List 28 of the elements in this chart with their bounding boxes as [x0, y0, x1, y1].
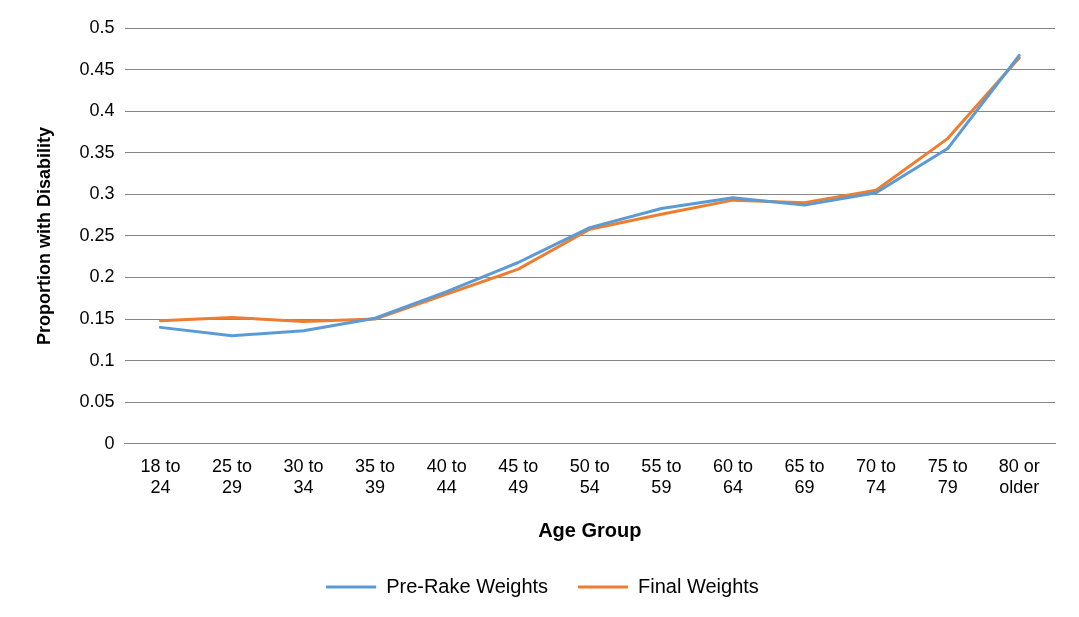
y-tick-label: 0.15 [79, 308, 115, 329]
y-tick-label: 0.1 [89, 349, 115, 370]
legend-label: Pre-Rake Weights [386, 574, 549, 597]
x-tick-label: 60 to 64 [712, 455, 753, 498]
y-tick-label: 0 [104, 432, 115, 453]
y-tick-label: 0.3 [89, 183, 115, 204]
x-tick-label: 80 or older [998, 455, 1040, 498]
x-tick-label: 55 to 59 [641, 455, 682, 498]
x-axis-title: Age Group [538, 518, 642, 541]
x-tick-label: 25 to 29 [211, 455, 253, 498]
x-tick-label: 35 to 39 [355, 455, 396, 498]
x-tick-label: 50 to 54 [569, 455, 610, 498]
y-tick-label: 0.5 [89, 16, 115, 37]
y-tick-label: 0.35 [79, 141, 115, 162]
legend-label: Final Weights [638, 574, 759, 597]
x-tick-label: 75 to 79 [927, 455, 968, 498]
y-tick-label: 0.4 [89, 100, 115, 121]
x-tick-label: 65 to 69 [784, 455, 825, 498]
y-tick-label: 0.25 [79, 224, 115, 245]
y-axis-title: Proportion with Disability [33, 126, 54, 345]
y-tick-label: 0.2 [89, 266, 115, 287]
y-tick-label: 0.45 [79, 58, 115, 79]
x-tick-label: 40 to 44 [426, 455, 467, 498]
x-tick-label: 45 to 49 [498, 455, 539, 498]
x-tick-label: 18 to 24 [140, 455, 181, 498]
x-tick-label: 30 to 34 [283, 455, 324, 498]
x-tick-label: 70 to 74 [856, 455, 897, 498]
y-tick-label: 0.05 [79, 391, 115, 412]
